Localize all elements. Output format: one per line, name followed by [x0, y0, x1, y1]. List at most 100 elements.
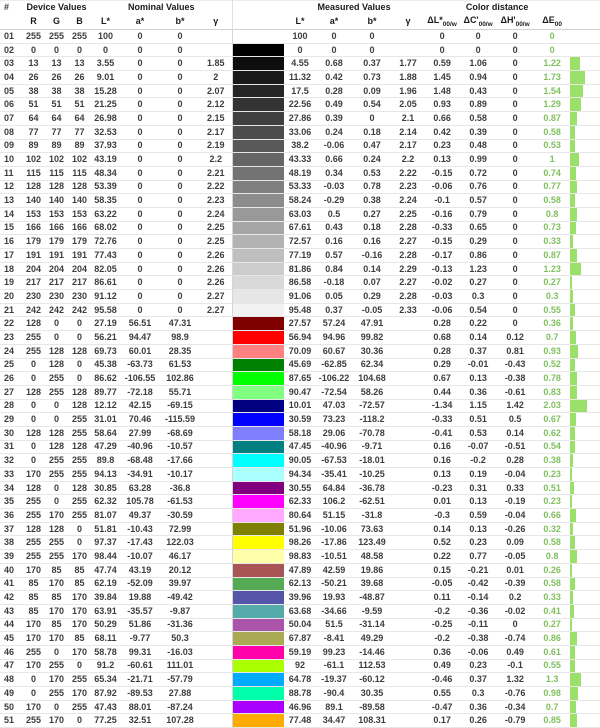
color-swatch [231, 316, 285, 331]
measured-bstar-value: 39.68 [360, 578, 384, 589]
nominal-gamma-value: 2.24 [207, 208, 225, 219]
delta-l-value: -1.34 [431, 400, 453, 411]
delta-h-value: -0.02 [504, 605, 526, 616]
group-header-swatch-spacer [231, 0, 285, 15]
nominal-bstar-value: 0 [177, 44, 183, 55]
delta-e-bar [570, 700, 577, 714]
measured-gamma-value: 1.77 [399, 58, 417, 69]
device-r-value: 0 [30, 373, 36, 384]
measured-bstar-value: 30.35 [360, 687, 384, 698]
nominal-gamma-value [200, 522, 232, 536]
nominal-gamma-value [200, 43, 232, 57]
row-number: 26 [4, 373, 15, 384]
device-g-value: 170 [48, 605, 65, 616]
delta-c-value: 0.37 [469, 674, 487, 685]
table-row: 40 170 85 85 47.74 43.19 20.12 47.89 42.59 19.86 0… [0, 563, 600, 577]
delta-l-value: 0.14 [433, 523, 451, 534]
delta-e-value: 0.73 [543, 222, 561, 233]
nominal-lstar-value: 39.84 [94, 592, 117, 603]
measured-astar-value: -35.41 [321, 468, 347, 479]
table-row: 36 255 170 255 81.07 49.37 -30.59 80.64 51.15 -31… [0, 508, 600, 523]
delta-e-bar-cell [570, 344, 600, 358]
nominal-gamma-value [200, 385, 232, 399]
measured-lstar-value: 77.19 [288, 249, 312, 260]
measured-bstar-value: -60.12 [359, 674, 385, 685]
table-header: # Device Values Nominal Values Measured … [0, 0, 600, 30]
row-number: 20 [4, 290, 15, 301]
nominal-bstar-value: 0 [177, 85, 183, 96]
delta-c-value: -0.06 [467, 646, 489, 657]
nominal-astar-value: 0 [137, 30, 143, 41]
measured-lstar-value: 47.89 [288, 564, 312, 575]
device-g-value: 191 [48, 249, 65, 260]
group-header-color-distance: Color distance [465, 2, 529, 13]
row-number: 39 [4, 550, 15, 561]
nominal-gamma-value: 2 [213, 71, 219, 82]
color-swatch [231, 29, 285, 44]
delta-h-value: -0.38 [504, 373, 526, 384]
device-r-value: 128 [25, 386, 42, 397]
device-g-value: 26 [51, 71, 62, 82]
measured-bstar-value: -48.87 [359, 592, 385, 603]
row-number: 36 [4, 509, 15, 520]
device-b-value: 26 [74, 71, 85, 82]
measured-lstar-value: 67.61 [288, 222, 312, 233]
device-b-value: 85 [74, 578, 85, 589]
delta-e-bar [570, 659, 575, 673]
nominal-bstar-value: 102.86 [166, 373, 194, 384]
measured-bstar-value: 108.31 [358, 715, 386, 726]
delta-e-value: 0.77 [543, 181, 561, 192]
nominal-lstar-value: 89.77 [94, 386, 117, 397]
device-g-value: 128 [48, 427, 65, 438]
delta-e-bar [570, 317, 574, 331]
measured-gamma-value [392, 659, 424, 673]
measured-gamma-value [392, 509, 424, 523]
nominal-gamma-value: 2.23 [207, 195, 225, 206]
nominal-astar-value: 0 [137, 85, 143, 96]
nominal-bstar-value: 107.28 [166, 715, 194, 726]
nominal-lstar-value: 58.64 [94, 427, 117, 438]
nominal-bstar-value: 0 [177, 304, 183, 315]
device-r-value: 217 [25, 277, 42, 288]
device-r-value: 0 [30, 455, 36, 466]
delta-c-value: 0.13 [469, 496, 487, 507]
delta-h-value: 0 [512, 85, 518, 96]
row-number: 27 [4, 386, 15, 397]
measured-gamma-value [392, 700, 424, 714]
delta-e-bar [570, 426, 576, 440]
delta-c-value: 0.86 [469, 249, 487, 260]
table-row: 33 170 255 255 94.13 -34.91 -10.17 94.34 -35.41 -… [0, 467, 600, 482]
color-swatch [231, 262, 285, 276]
device-g-value: 64 [51, 112, 62, 123]
delta-e-bar-cell [570, 399, 600, 413]
measured-lstar-value: 58.24 [288, 195, 312, 206]
measured-bstar-value: -10.25 [359, 468, 385, 479]
delta-e-value: 0.38 [543, 455, 561, 466]
table-row: 25 0 128 0 45.38 -63.73 61.53 45.69 -62.85 62.34 0… [0, 358, 600, 372]
measured-astar-value: -40.96 [321, 441, 347, 452]
device-b-value: 0 [76, 44, 82, 55]
device-b-value: 170 [71, 687, 88, 698]
delta-c-value: 0.36 [469, 386, 487, 397]
measured-astar-value: -0.03 [323, 181, 345, 192]
nominal-gamma-value: 1.85 [207, 58, 225, 69]
delta-l-value: 0.68 [433, 331, 451, 342]
device-g-value: 140 [48, 195, 65, 206]
delta-e-value: 1.54 [543, 85, 561, 96]
delta-l-value: 0.59 [433, 58, 451, 69]
delta-h-value: 0.01 [506, 564, 524, 575]
color-swatch [231, 97, 285, 112]
color-swatch [231, 207, 285, 222]
delta-c-value: -0.2 [470, 455, 486, 466]
device-r-value: 153 [25, 208, 42, 219]
measured-bstar-value: 19.86 [360, 564, 384, 575]
device-b-value: 204 [71, 263, 88, 274]
measured-gamma-value: 2.29 [399, 263, 417, 274]
color-swatch [231, 713, 285, 728]
delta-c-value: 0.14 [469, 331, 487, 342]
table-row: 16 179 179 179 72.76 0 0 2.25 72.57 0.16 0.16 2.27 -… [0, 234, 600, 249]
delta-c-value: 0.29 [469, 236, 487, 247]
row-number: 19 [4, 277, 15, 288]
delta-e-value: 0.66 [543, 509, 561, 520]
column-header-blank [0, 15, 22, 30]
